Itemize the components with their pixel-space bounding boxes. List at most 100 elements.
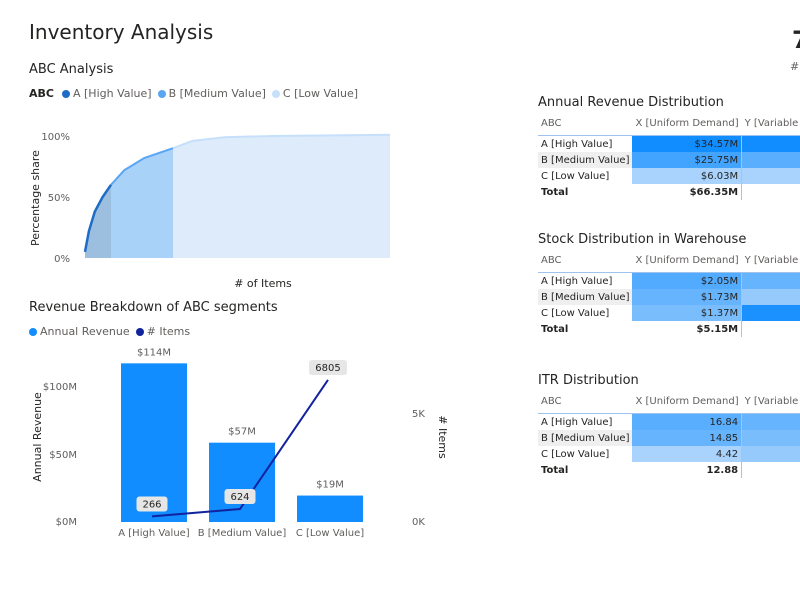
revenue-bar[interactable] [209, 442, 275, 522]
table-cell-y [741, 152, 800, 168]
revenue-y-axis-title: Annual Revenue [31, 392, 44, 482]
table-header[interactable]: Y [Variable [741, 111, 800, 136]
line-data-label: 266 [142, 499, 161, 510]
curve-segment-a [83, 184, 113, 253]
legend-item-c[interactable]: C [Low Value] [271, 87, 359, 100]
table-total-label: Total [541, 464, 569, 476]
table-cell-x: 14.85 [632, 430, 743, 446]
table-total-value: $66.35M [632, 184, 743, 200]
page-title: Inventory Analysis [29, 20, 214, 44]
legend-label-revenue: Annual Revenue [40, 325, 130, 338]
revenue-bar[interactable] [297, 495, 363, 522]
bar-data-label: $57M [228, 427, 256, 438]
table-header[interactable]: X [Uniform Demand] [632, 111, 742, 136]
curve-segment-b [110, 147, 174, 186]
table-row-label: B [Medium Value] [538, 152, 633, 168]
table-row-label: A [High Value] [538, 272, 633, 289]
legend-item-items[interactable]: # Items [135, 325, 191, 338]
legend-dot-icon [61, 89, 70, 98]
table-row-label: C [Low Value] [538, 446, 633, 462]
table-header[interactable]: X [Uniform Demand] [632, 389, 742, 414]
x-tick-label: B [Medium Value] [198, 528, 287, 539]
line-data-label: 6805 [315, 363, 340, 374]
items-line [151, 379, 329, 518]
abc-legend-title: ABC [29, 87, 54, 100]
y-tick-label: 50% [48, 193, 70, 204]
table-total-label: Total [541, 186, 569, 198]
legend-item-annual-revenue[interactable]: Annual Revenue [29, 325, 130, 338]
legend-item-b[interactable]: B [Medium Value] [157, 87, 266, 100]
abc-area-chart[interactable]: 0% 50% 100% Percentage share # of Items [25, 110, 445, 295]
table-cell-x: $1.73M [632, 289, 743, 305]
table-header[interactable]: Y [Variable [741, 389, 800, 414]
y2-tick-label: 0K [412, 517, 425, 528]
x-tick-label: C [Low Value] [296, 528, 364, 539]
table-title-stock: Stock Distribution in Warehouse [538, 232, 747, 247]
legend-dot-icon [157, 89, 166, 98]
area-segment-b[interactable] [111, 148, 173, 258]
revenue-bar[interactable] [121, 363, 187, 522]
table-total-y [742, 184, 800, 200]
revenue-combo-chart[interactable]: $114M A [High Value] $57M B [Medium Value] $… [25, 345, 455, 545]
abc-x-axis-title: # of Items [234, 277, 292, 290]
table-cell-y [741, 413, 800, 430]
table-cell-y [741, 135, 800, 152]
table-cell-y [741, 305, 800, 321]
table-header[interactable]: ABC [538, 248, 633, 273]
y-tick-label: 0% [54, 254, 70, 265]
items-y-axis-title: # Items [436, 415, 449, 459]
area-segment-c[interactable] [173, 134, 390, 258]
abc-y-axis-title: Percentage share [29, 150, 42, 246]
revenue-legend: Annual Revenue # Items [29, 325, 190, 338]
table-header[interactable]: ABC [538, 111, 633, 136]
legend-label-a: A [High Value] [72, 87, 152, 100]
table-title-revenue: Annual Revenue Distribution [538, 95, 724, 110]
table-cell-x: $6.03M [632, 168, 743, 184]
table-cell-y [741, 289, 800, 305]
table-cell-y [741, 446, 800, 462]
table-cell-y [741, 168, 800, 184]
line-label-bubble [309, 359, 347, 375]
table-row-label: C [Low Value] [538, 168, 633, 184]
table-row-label: B [Medium Value] [538, 289, 633, 305]
abc-legend: ABC A [High Value] B [Medium Value] C [L… [29, 87, 358, 100]
bar-data-label: $19M [316, 480, 344, 491]
table-total-value: 12.88 [632, 462, 743, 478]
line-label-bubble [136, 496, 168, 512]
legend-label-b: B [Medium Value] [168, 87, 266, 100]
table-row-label: C [Low Value] [538, 305, 633, 321]
table-total-value: $5.15M [632, 321, 743, 337]
table-cell-x: 16.84 [632, 413, 743, 430]
legend-dot-icon [29, 327, 37, 336]
legend-dot-icon [135, 327, 144, 336]
table-cell-x: $1.37M [632, 305, 743, 321]
table-total-label: Total [541, 323, 569, 335]
table-header[interactable]: X [Uniform Demand] [632, 248, 742, 273]
abc-chart-title: ABC Analysis [29, 62, 114, 77]
table-cell-x: 4.42 [632, 446, 743, 462]
area-segment-a[interactable] [85, 184, 111, 258]
table-header[interactable]: Y [Variable [741, 248, 800, 273]
table-cell-x: $34.57M [632, 135, 743, 152]
revenue-chart-title: Revenue Breakdown of ABC segments [29, 300, 278, 315]
table-total-y [742, 321, 800, 337]
stock-distribution-table: ABC X [Uniform Demand] Y [Variable A [High… [538, 248, 800, 337]
itr-distribution-table: ABC X [Uniform Demand] Y [Variable A [High… [538, 389, 800, 478]
table-cell-x: $2.05M [632, 272, 743, 289]
legend-label-items: # Items [146, 325, 191, 338]
legend-item-a[interactable]: A [High Value] [61, 87, 152, 100]
table-row-label: A [High Value] [538, 413, 633, 430]
revenue-distribution-table: ABC X [Uniform Demand] Y [Variable A [High… [538, 111, 800, 200]
y-tick-label: $100M [43, 382, 77, 393]
y-tick-label: $50M [49, 450, 77, 461]
kpi-value: 7 [792, 26, 800, 54]
line-data-label: 624 [230, 492, 249, 503]
y-tick-label: 100% [41, 132, 70, 143]
bar-data-label: $114M [137, 347, 171, 358]
curve-segment-c [172, 133, 391, 150]
legend-dot-icon [271, 89, 280, 98]
legend-label-c: C [Low Value] [282, 87, 359, 100]
table-row-label: B [Medium Value] [538, 430, 633, 446]
table-header[interactable]: ABC [538, 389, 633, 414]
table-cell-x: $25.75M [632, 152, 743, 168]
